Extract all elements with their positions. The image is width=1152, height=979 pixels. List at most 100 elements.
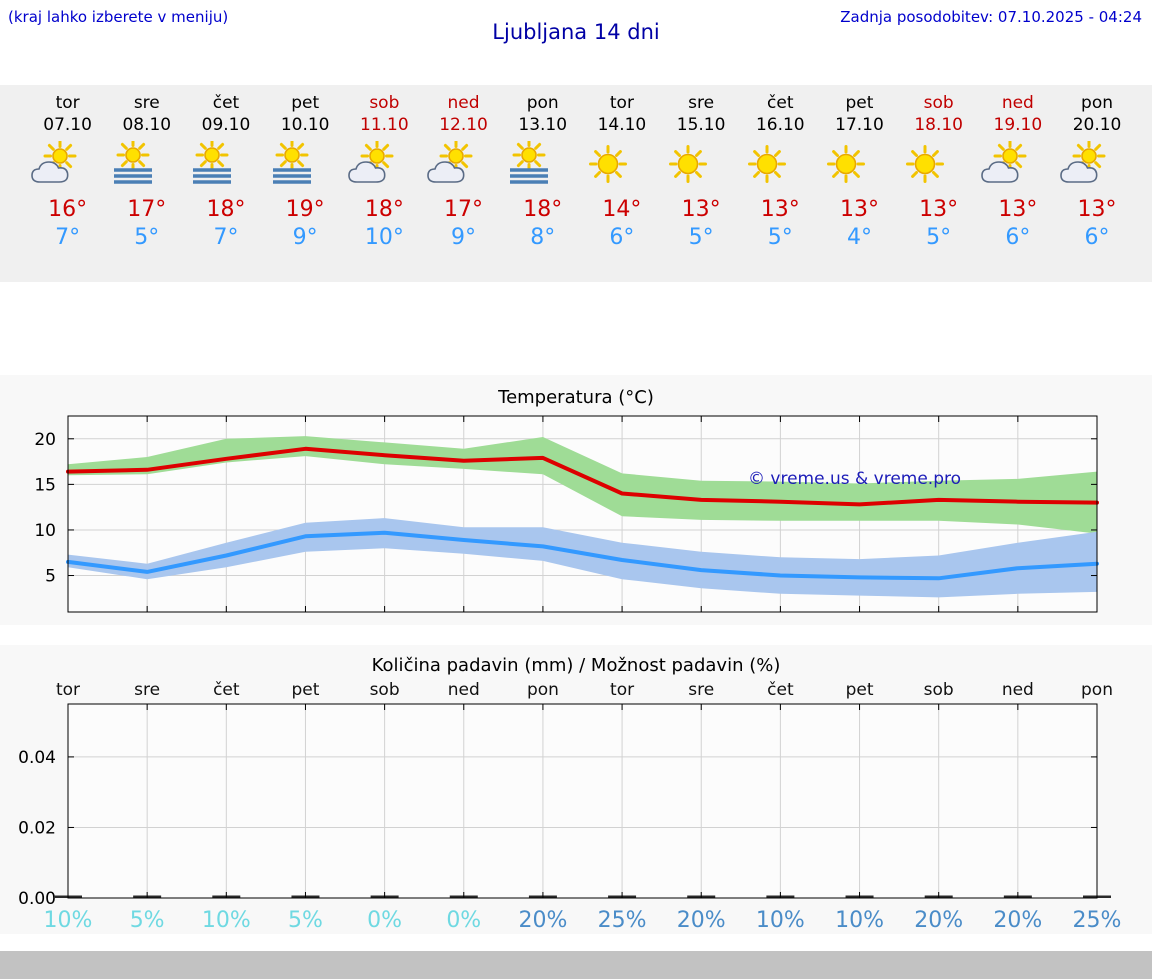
sunny-icon	[899, 141, 978, 189]
low-temp: 10°	[364, 225, 404, 250]
high-temp: 13°	[760, 197, 800, 222]
min-temp-line	[66, 530, 1099, 581]
precip-day-label: sre	[134, 680, 160, 700]
day-name: pet	[845, 93, 874, 113]
temperature-chart-block: Temperatura (°C) 5 10 15 20 © vreme.us & vre…	[0, 375, 1152, 625]
precip-day-label: sob	[924, 680, 954, 700]
high-temp: 19°	[285, 197, 325, 222]
sunny-icon	[582, 141, 661, 189]
temp-ytick-label: 20	[34, 430, 56, 450]
precip-probability: 5%	[288, 908, 323, 933]
high-temp: 13°	[681, 197, 721, 222]
high-temp: 13°	[919, 197, 959, 222]
partly-cloudy-icon	[424, 141, 503, 189]
precip-probability: 10%	[756, 908, 805, 933]
temperature-chart-title: Temperatura (°C)	[498, 387, 654, 408]
precip-day-label: ned	[1002, 680, 1034, 700]
max-temp-line	[66, 446, 1099, 507]
precip-probability: 0%	[367, 908, 402, 933]
forecast-day-10.10: pet 10.10 19° 9°	[266, 93, 345, 282]
max-temp-range-band	[68, 436, 1097, 534]
day-name: ned	[447, 93, 480, 113]
precip-ytick-label: 0.04	[18, 748, 56, 768]
forecast-day-07.10: tor 07.10 16° 7°	[28, 93, 107, 282]
day-date: 17.10	[835, 115, 884, 135]
day-date: 11.10	[360, 115, 409, 135]
low-temp: 7°	[213, 225, 239, 250]
footer-bar	[0, 951, 1152, 979]
fog-icon	[186, 141, 265, 189]
day-name: sob	[369, 93, 400, 113]
day-date: 09.10	[201, 115, 251, 135]
precip-probability: 20%	[677, 908, 726, 933]
sunny-icon	[662, 141, 741, 189]
forecast-day-20.10: pon 20.10 13° 6°	[1057, 93, 1136, 282]
forecast-day-11.10: sob 11.10 18° 10°	[345, 93, 424, 282]
temperature-chart: 5 10 15 20 © vreme.us & vreme.pro	[34, 415, 1099, 613]
day-name: tor	[55, 93, 80, 113]
day-name: ned	[1001, 93, 1034, 113]
precip-day-label: sob	[370, 680, 400, 700]
precip-probability: 20%	[518, 908, 567, 933]
day-date: 18.10	[914, 115, 963, 135]
precip-probability: 10%	[44, 908, 93, 933]
high-temp: 13°	[998, 197, 1038, 222]
low-temp: 7°	[55, 225, 81, 250]
low-temp: 5°	[688, 225, 714, 250]
forecast-day-15.10: sre 15.10 13° 5°	[662, 93, 741, 282]
high-temp: 17°	[127, 197, 167, 222]
last-updated: Zadnja posodobitev: 07.10.2025 - 04:24	[840, 8, 1142, 26]
day-date: 15.10	[676, 115, 726, 135]
forecast-day-14.10: tor 14.10 14° 6°	[582, 93, 661, 282]
day-name: pon	[526, 93, 559, 113]
day-name: sre	[133, 93, 160, 113]
temp-ytick-label: 15	[34, 475, 56, 495]
sunny-icon	[741, 141, 820, 189]
header: (kraj lahko izberete v meniju) Ljubljana…	[0, 0, 1152, 85]
precip-ytick-label: 0.02	[18, 818, 56, 838]
day-name: čet	[212, 93, 240, 113]
forecast-day-16.10: čet 16.10 13° 5°	[741, 93, 820, 282]
precip-ytick-label: 0.00	[18, 889, 56, 909]
forecast-day-17.10: pet 17.10 13° 4°	[820, 93, 899, 282]
fog-icon	[503, 141, 582, 189]
day-name: pon	[1081, 93, 1114, 113]
high-temp: 18°	[523, 197, 563, 222]
precip-day-label: pet	[292, 680, 320, 700]
day-name: sre	[688, 93, 715, 113]
low-temp: 5°	[134, 225, 160, 250]
low-temp: 4°	[846, 225, 872, 250]
precip-probability: 20%	[993, 908, 1042, 933]
partly-cloudy-icon	[978, 141, 1057, 189]
sunny-icon	[820, 141, 899, 189]
precipitation-chart-title: Količina padavin (mm) / Možnost padavin …	[371, 655, 781, 676]
partly-cloudy-icon	[345, 141, 424, 189]
precipitation-chart-block: Količina padavin (mm) / Možnost padavin …	[0, 645, 1152, 934]
forecast-day-13.10: pon 13.10 18° 8°	[503, 93, 582, 282]
forecast-day-18.10: sob 18.10 13° 5°	[899, 93, 978, 282]
temp-ytick-label: 10	[34, 521, 56, 541]
day-name: sob	[923, 93, 954, 113]
day-date: 20.10	[1072, 115, 1122, 135]
fog-icon	[107, 141, 186, 189]
low-temp: 8°	[530, 225, 556, 250]
precip-day-label: tor	[610, 680, 634, 700]
day-date: 07.10	[43, 115, 92, 135]
precip-probability: 20%	[914, 908, 963, 933]
high-temp: 14°	[602, 197, 642, 222]
low-temp: 6°	[1005, 225, 1031, 250]
day-date: 08.10	[122, 115, 172, 135]
forecast-day-09.10: čet 09.10 18° 7°	[186, 93, 265, 282]
day-date: 12.10	[439, 115, 488, 135]
forecast-day-19.10: ned 19.10 13° 6°	[978, 93, 1057, 282]
precip-day-label: pet	[846, 680, 874, 700]
low-temp: 6°	[609, 225, 635, 250]
forecast-day-08.10: sre 08.10 17° 5°	[107, 93, 186, 282]
menu-hint: (kraj lahko izberete v meniju)	[8, 8, 229, 26]
day-date: 16.10	[755, 115, 805, 135]
precip-day-label: pon	[1081, 680, 1113, 700]
precip-day-label: pon	[527, 680, 559, 700]
high-temp: 18°	[364, 197, 404, 222]
high-temp: 13°	[1077, 197, 1117, 222]
forecast-strip: tor 07.10 16° 7° sre 08.10 17° 5° čet 09.10 18° 7° p…	[0, 85, 1152, 282]
